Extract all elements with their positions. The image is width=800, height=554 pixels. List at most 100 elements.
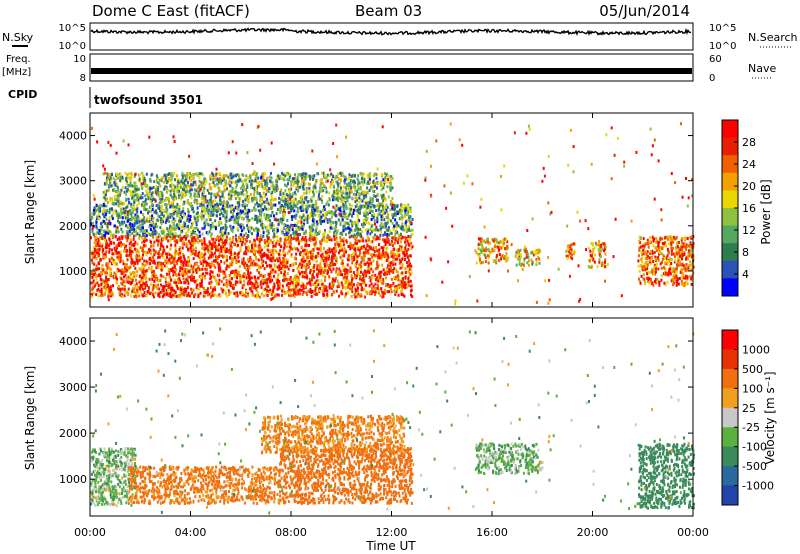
data-cell	[312, 228, 315, 232]
data-cell	[268, 241, 271, 245]
data-cell	[179, 234, 182, 238]
data-cell	[185, 287, 188, 291]
data-cell	[329, 211, 332, 215]
data-cell	[130, 257, 133, 261]
data-cell	[166, 227, 169, 231]
data-cell	[236, 276, 238, 280]
data-cell	[102, 234, 105, 238]
data-cell	[182, 242, 185, 246]
data-cell	[209, 242, 212, 246]
data-cell	[158, 215, 161, 219]
data-cell	[310, 225, 313, 229]
data-cell	[356, 231, 359, 235]
data-cell	[164, 276, 167, 280]
data-cell	[339, 236, 342, 240]
data-cell	[101, 293, 104, 297]
data-cell	[278, 282, 281, 286]
data-cell	[96, 267, 99, 271]
data-cell	[378, 256, 381, 260]
data-cell	[108, 278, 110, 281]
data-cell	[281, 221, 283, 225]
data-cell	[375, 237, 378, 241]
data-cell	[327, 270, 329, 274]
data-cell	[188, 190, 191, 194]
data-cell	[276, 257, 278, 261]
data-cell	[335, 269, 338, 273]
data-cell	[211, 270, 214, 274]
data-cell	[390, 290, 393, 294]
data-cell	[232, 257, 235, 261]
data-cell	[346, 240, 349, 244]
data-cell	[144, 199, 147, 203]
data-cell	[271, 226, 274, 230]
data-cell	[399, 289, 402, 293]
data-cell	[143, 220, 146, 224]
data-cell	[134, 234, 137, 238]
data-cell	[227, 232, 230, 235]
data-cell	[184, 270, 187, 274]
data-cell	[335, 214, 338, 218]
data-cell	[250, 243, 253, 247]
data-cell	[126, 258, 129, 262]
data-cell	[243, 283, 246, 287]
data-cell	[264, 278, 267, 282]
data-cell	[268, 275, 271, 279]
data-cell	[95, 274, 98, 277]
data-cell	[200, 201, 203, 205]
data-cell	[123, 270, 125, 274]
data-cell	[411, 295, 414, 299]
data-cell	[279, 205, 282, 209]
data-cell	[255, 280, 258, 284]
data-cell	[184, 237, 187, 241]
data-cell	[368, 271, 371, 275]
data-cell	[278, 243, 281, 246]
data-cell	[409, 254, 412, 258]
data-cell	[313, 233, 316, 237]
data-cell	[145, 262, 148, 266]
data-cell	[155, 266, 158, 270]
data-cell	[353, 233, 356, 237]
data-cell	[313, 208, 316, 212]
data-cell	[162, 249, 165, 253]
data-cell	[178, 277, 181, 281]
data-cell	[162, 275, 165, 279]
data-cell	[102, 220, 105, 223]
data-cell	[166, 245, 169, 249]
data-cell	[313, 276, 316, 280]
data-cell	[200, 215, 203, 219]
data-cell	[305, 186, 308, 190]
data-cell	[175, 260, 178, 264]
data-cell	[373, 212, 375, 216]
data-cell	[262, 227, 265, 231]
data-cell	[145, 280, 148, 284]
data-cell	[390, 277, 393, 281]
data-cell	[131, 216, 134, 220]
data-cell	[262, 231, 265, 235]
data-cell	[134, 266, 137, 270]
data-cell	[265, 293, 268, 297]
data-cell	[400, 245, 403, 249]
data-cell	[321, 195, 324, 198]
data-cell	[388, 233, 391, 237]
data-cell	[315, 285, 318, 288]
data-cell	[210, 232, 213, 236]
data-cell	[92, 246, 95, 249]
data-cell	[334, 226, 337, 230]
data-cell	[223, 207, 226, 211]
data-cell	[205, 261, 208, 265]
data-cell	[313, 291, 316, 295]
data-cell	[342, 243, 345, 247]
data-cell	[386, 256, 389, 260]
data-cell	[255, 283, 258, 287]
data-cell	[382, 246, 385, 250]
data-cell	[348, 223, 351, 227]
data-cell	[282, 227, 285, 230]
data-cell	[212, 237, 215, 241]
data-cell	[267, 255, 270, 259]
data-cell	[241, 223, 244, 227]
data-cell	[248, 240, 251, 244]
data-cell	[142, 205, 145, 209]
data-cell	[335, 289, 338, 293]
data-cell	[393, 267, 396, 271]
